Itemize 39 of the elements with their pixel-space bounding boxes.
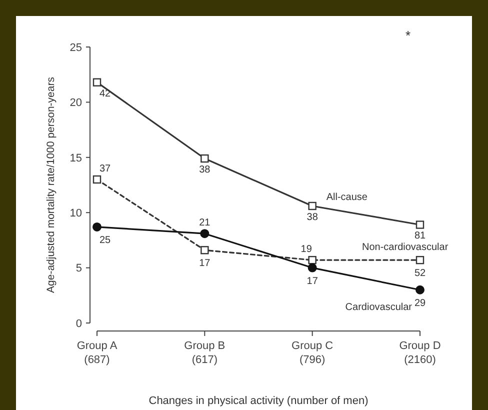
point: [308, 202, 316, 210]
point: [308, 263, 317, 272]
y-axis-title: Age-adjusted mortality rate/1000 person-years: [45, 77, 57, 293]
annotation: 17: [306, 276, 318, 287]
y-tick-label: 5: [76, 262, 82, 275]
x-tick-label: Group B (617): [184, 340, 226, 366]
annotation: 52: [414, 268, 426, 280]
annotation: 37: [99, 163, 111, 174]
annotation: 19: [300, 244, 312, 256]
point: [308, 256, 316, 264]
annotation: 81: [414, 230, 426, 242]
y-tick-label: 10: [70, 207, 82, 220]
point: [92, 222, 102, 232]
annotation: 29: [414, 298, 426, 309]
point: [416, 220, 424, 229]
y-tick-label: 20: [70, 97, 82, 110]
point: [200, 154, 209, 163]
annotation: 17: [199, 258, 211, 270]
text: *: [405, 28, 411, 43]
series-label: Non-cardiovascular: [362, 242, 449, 254]
y-tick-label: 25: [70, 42, 82, 54]
y-tick-label: 15: [70, 152, 82, 164]
y-tick-label: 0: [76, 318, 82, 330]
point: [416, 256, 424, 264]
point: [416, 285, 424, 294]
point: [92, 175, 102, 184]
annotation: 21: [199, 218, 211, 229]
x-tick-label: Group D (2160): [399, 340, 441, 366]
point: [200, 229, 210, 238]
series-label: Cardiovascular: [345, 302, 413, 313]
series-label: All-cause: [326, 192, 368, 203]
x-tick-label: Group A (687): [76, 340, 118, 366]
annotation: 25: [99, 234, 111, 246]
point: [200, 246, 209, 254]
annotation: 38: [306, 212, 318, 223]
x-axis-title: Changes in physical activity (number of men): [148, 395, 368, 407]
annotation: 38: [199, 164, 211, 176]
point: [92, 78, 102, 86]
x-tick-label: Group C (796): [292, 340, 334, 366]
